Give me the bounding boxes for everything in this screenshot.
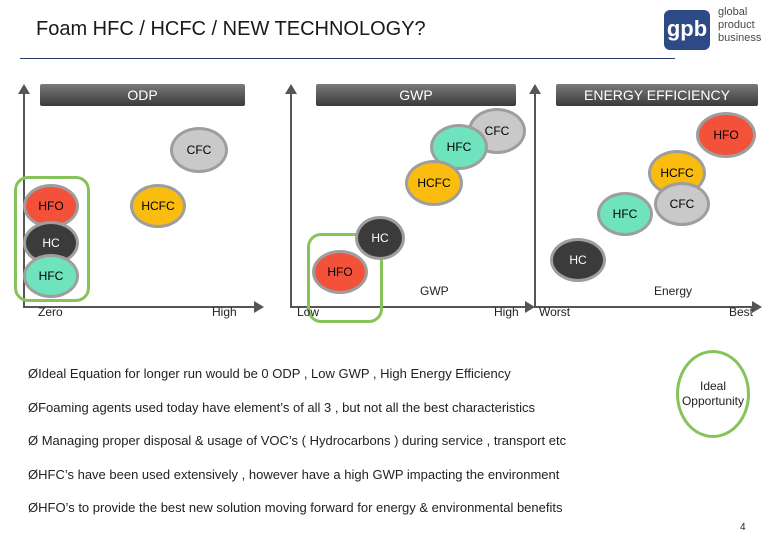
energy-x-axis xyxy=(534,306,754,308)
page-number: 4 xyxy=(740,522,746,533)
bullet-item: Ø Managing proper disposal & usage of VO… xyxy=(28,433,567,448)
logo-line-3: business xyxy=(718,32,762,44)
page-title: Foam HFC / HCFC / NEW TECHNOLOGY? xyxy=(36,18,426,40)
gwp-ideal-highlight xyxy=(307,233,383,323)
odp-x-arrow xyxy=(254,301,264,313)
logo-line-2: product xyxy=(718,19,755,31)
odp-x-high-label: High xyxy=(212,305,237,319)
title-rule xyxy=(20,58,675,59)
bullet-item: ØHFC’s have been used extensively , howe… xyxy=(28,467,560,482)
odp-hcfc-bubble: HCFC xyxy=(130,184,186,228)
odp-x-low-label: Zero xyxy=(38,305,63,319)
logo-line-1: global xyxy=(718,6,748,18)
gwp-y-arrow xyxy=(285,84,297,94)
odp-hfc-bubble: HFC xyxy=(23,254,79,298)
gwp-header: GWP xyxy=(316,84,516,106)
odp-cfc-bubble: CFC xyxy=(170,127,228,173)
gwp-hfo-bubble: HFO xyxy=(312,250,368,294)
gwp-y-axis xyxy=(290,92,292,308)
gwp-x-high-label: High xyxy=(494,305,519,319)
gwp-hcfc-bubble: HCFC xyxy=(405,160,463,206)
energy-hc-bubble: HC xyxy=(550,238,606,282)
gpb-logo: gpb xyxy=(664,10,710,50)
ideal-opportunity-circle: Ideal Opportunity xyxy=(676,350,750,438)
energy-cfc-bubble: CFC xyxy=(654,182,710,226)
energy-header: ENERGY EFFICIENCY xyxy=(556,84,758,106)
bullet-item: ØHFO’s to provide the best new solution … xyxy=(28,500,563,515)
energy-x-low-label: Worst xyxy=(539,305,571,319)
bullet-item: ØIdeal Equation for longer run would be … xyxy=(28,366,511,381)
energy-x-arrow xyxy=(752,301,762,313)
odp-hc-bubble: HC xyxy=(23,221,79,265)
odp-header: ODP xyxy=(40,84,245,106)
energy-hfo-bubble: HFO xyxy=(696,112,756,158)
energy-hfc-bubble: HFC xyxy=(597,192,653,236)
gwp-x-axis xyxy=(290,306,526,308)
gwp-hc-bubble: HC xyxy=(355,216,405,260)
gwp-x-low-label: Low xyxy=(297,305,320,319)
energy-axis-title: Energy xyxy=(654,284,693,298)
energy-x-high-label: Best xyxy=(729,305,754,319)
odp-x-axis xyxy=(23,306,255,308)
energy-y-axis xyxy=(534,92,536,308)
bullet-item: ØFoaming agents used today have element’… xyxy=(28,400,536,415)
gwp-axis-title: GWP xyxy=(420,284,449,298)
odp-y-arrow xyxy=(18,84,30,94)
odp-hfo-bubble: HFO xyxy=(23,184,79,228)
gwp-x-arrow xyxy=(525,301,535,313)
odp-ideal-highlight xyxy=(14,176,90,302)
logo-text: global product business xyxy=(718,6,761,45)
energy-y-arrow xyxy=(529,84,541,94)
